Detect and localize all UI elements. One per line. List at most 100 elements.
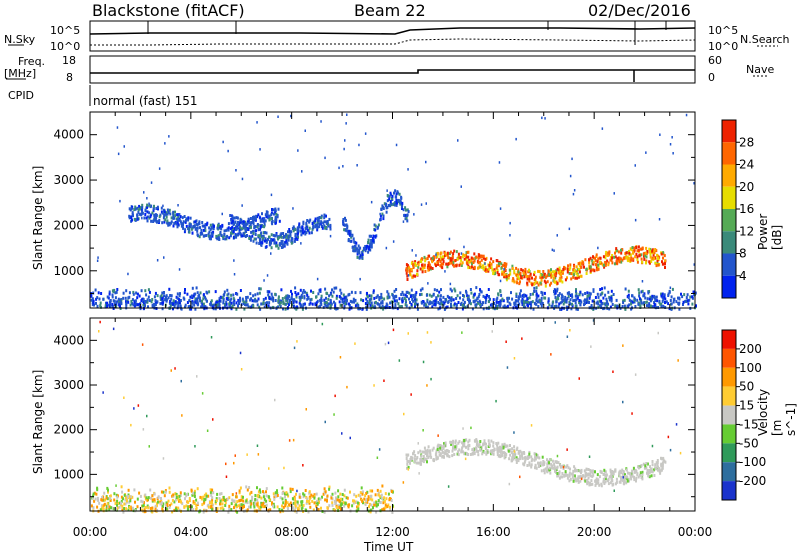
echo-cell <box>576 276 579 280</box>
echo-cell <box>387 292 390 296</box>
echo-cell <box>663 262 666 266</box>
echo-cell <box>265 212 268 216</box>
echo-cell <box>615 249 617 253</box>
echo-cell <box>444 251 447 255</box>
echo-cell <box>221 296 224 300</box>
echo-cell <box>456 294 459 298</box>
echo-cell <box>179 299 182 302</box>
echo-cell <box>96 496 99 500</box>
velocity-colorbar-label: Velocity [m s^-1] <box>756 388 798 436</box>
echo-cell <box>286 501 289 505</box>
echo-cell <box>245 298 248 302</box>
echo-cell <box>430 294 433 298</box>
echo-cell <box>657 254 659 258</box>
echo-cell <box>517 295 520 299</box>
echo-cell <box>256 503 259 507</box>
echo-cell <box>238 299 241 303</box>
echo-cell <box>542 270 545 273</box>
echo-cell <box>388 197 391 201</box>
power-colorbar-label: Power [dB] <box>756 213 784 250</box>
echo-cell <box>605 473 608 477</box>
echo-cell <box>284 500 287 504</box>
echo-cell <box>346 496 349 500</box>
echo-cell <box>260 231 263 235</box>
echo-cell <box>563 267 566 271</box>
echo-cell <box>563 474 566 478</box>
echo-cell <box>298 504 301 508</box>
echo-cell <box>400 196 403 200</box>
echo-cell <box>354 304 357 308</box>
echo-cell <box>361 492 364 496</box>
echo-cell <box>289 231 292 235</box>
echo-cell <box>558 276 561 280</box>
echo-cell <box>334 491 337 495</box>
echo-cell <box>642 252 645 256</box>
echo-cell <box>517 272 519 276</box>
noise-cell <box>651 444 654 448</box>
echo-cell <box>552 466 555 470</box>
echo-cell <box>361 256 364 260</box>
echo-cell <box>409 301 411 304</box>
echo-cell <box>452 261 455 265</box>
echo-cell <box>262 219 265 223</box>
echo-cell <box>462 294 464 297</box>
noise-cell <box>133 407 135 410</box>
echo-cell <box>623 480 626 484</box>
echo-cell <box>458 448 461 452</box>
echo-cell <box>298 301 301 305</box>
echo-cell <box>475 448 478 452</box>
echo-cell <box>626 477 629 481</box>
echo-cell <box>260 234 263 238</box>
echo-cell <box>480 255 483 259</box>
echo-cell <box>93 491 96 495</box>
echo-cell <box>604 480 607 484</box>
echo-cell <box>382 507 385 511</box>
echo-cell <box>642 301 645 305</box>
echo-cell <box>548 303 551 307</box>
echo-cell <box>351 245 354 249</box>
echo-cell <box>473 452 476 456</box>
echo-cell <box>566 473 569 477</box>
echo-cell <box>184 497 186 501</box>
echo-cell <box>149 215 152 219</box>
echo-cell <box>263 217 266 221</box>
echo-cell <box>261 302 264 306</box>
echo-cell <box>223 232 226 236</box>
echo-cell <box>216 301 219 305</box>
echo-cell <box>567 466 570 470</box>
echo-cell <box>489 449 492 453</box>
echo-cell <box>286 301 289 305</box>
echo-cell <box>577 479 580 482</box>
echo-cell <box>226 297 229 301</box>
noise-cell <box>385 246 388 250</box>
echo-cell <box>280 288 283 292</box>
echo-cell <box>215 300 218 304</box>
noise-cell <box>622 476 624 479</box>
echo-cell <box>319 301 322 305</box>
echo-cell <box>620 248 622 252</box>
colorbar-tick-label: 50 <box>739 380 754 394</box>
echo-cell <box>170 216 173 220</box>
echo-cell <box>546 470 549 474</box>
echo-cell <box>219 502 222 506</box>
echo-cell <box>573 465 576 469</box>
echo-cell <box>379 218 382 222</box>
echo-cell <box>648 297 651 301</box>
echo-cell <box>627 296 630 300</box>
echo-cell <box>424 452 427 455</box>
echo-cell <box>393 203 396 207</box>
freq-tick-top: 18 <box>62 54 76 67</box>
echo-cell <box>214 290 217 294</box>
echo-cell <box>146 203 149 207</box>
noise-cell <box>541 116 543 120</box>
echo-cell <box>466 298 469 301</box>
echo-cell <box>248 486 251 489</box>
echo-cell <box>390 499 393 502</box>
echo-cell <box>216 237 219 241</box>
echo-cell <box>181 216 184 220</box>
echo-cell <box>610 299 613 303</box>
echo-cell <box>129 495 132 499</box>
echo-cell <box>568 271 571 275</box>
colorbar-swatch <box>722 386 736 406</box>
echo-cell <box>664 266 666 269</box>
